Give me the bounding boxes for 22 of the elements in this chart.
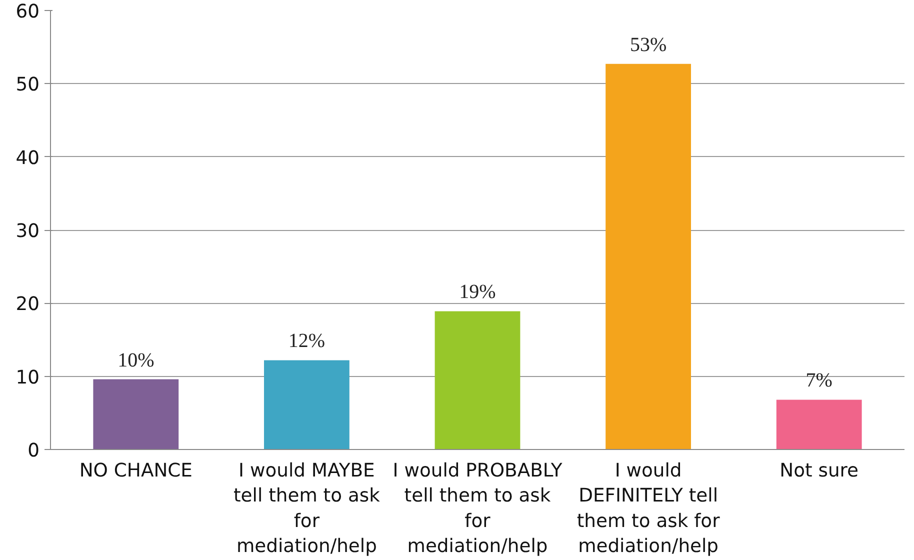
data-label: 53% [630,34,667,56]
bar [776,400,862,450]
x-tick-label: I would PROBABLY tell them to ask for mediation/help [392,460,563,558]
x-tick-label: I would MAYBE tell them to ask for mediation/help [233,460,380,558]
y-tick-label: 0 [28,440,40,462]
bar [93,379,179,450]
y-tick-label: 40 [16,148,40,169]
bar [264,360,350,450]
bar [606,64,691,450]
y-tick-label: 20 [16,294,40,316]
y-tick-label: 10 [16,367,40,388]
x-tick-label: I would DEFINITELY tell them to ask for mediation/help [576,460,720,558]
x-tick-label: NO CHANCE [79,460,192,482]
y-tick-label: 30 [16,221,40,242]
data-label: 12% [288,330,326,352]
data-label: 19% [459,281,496,304]
bar [434,311,520,450]
x-tick-label: Not sure [780,460,859,482]
y-tick-label: 60 [16,2,40,22]
data-label: 10% [118,349,154,372]
y-tick-label: 50 [16,74,40,96]
data-label: 7% [806,370,832,392]
